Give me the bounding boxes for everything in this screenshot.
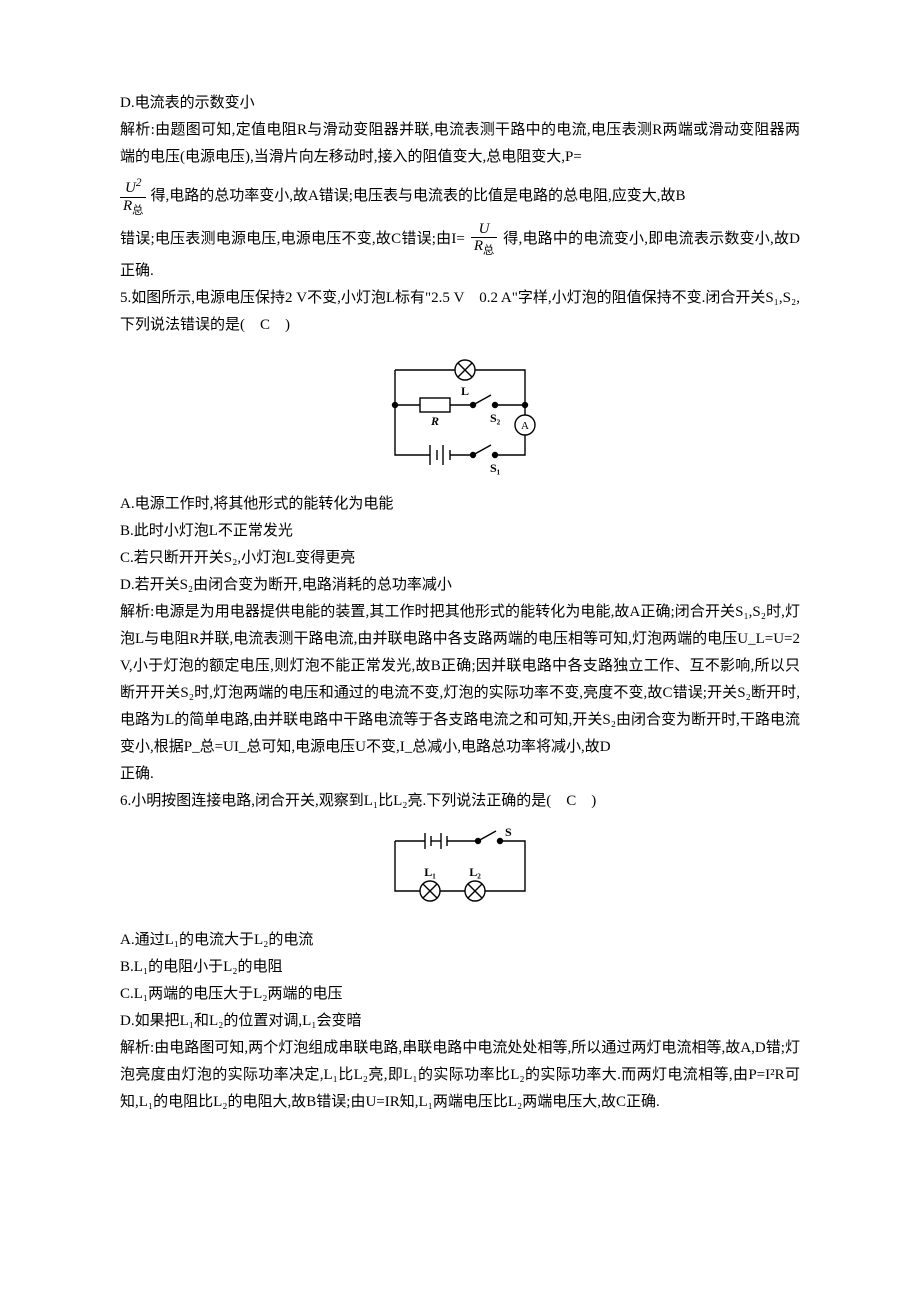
q6-circuit-diagram: S L₂ L₁ [120, 821, 800, 921]
label-R: R [430, 414, 439, 428]
q5-stem: 5.如图所示,电源电压保持2 V不变,小灯泡L标有"2.5 V 0.2 A"字样… [120, 285, 800, 339]
analysis-1-line1: 解析:由题图可知,定值电阻R与滑动变阻器并联,电流表测干路中的电流,电压表测R两… [120, 117, 800, 171]
formula1-den: R总 [123, 198, 143, 214]
q6-optC: C.L₁两端的电压大于L₂两端的电压 [120, 981, 800, 1008]
label-L: L [461, 384, 469, 398]
q5-analysis-end: 正确. [120, 761, 800, 788]
label-S1: S₁ [490, 461, 501, 475]
label-L1: L₁ [424, 865, 436, 879]
q5-optC: C.若只断开开关S₂,小灯泡L变得更亮 [120, 545, 800, 572]
analysis-1-line2-prefix: 错误;电压表测电源电压,电源电压不变,故C错误;由I= [120, 231, 465, 247]
q6-optB: B.L₁的电阻小于L₂的电阻 [120, 954, 800, 981]
q5-circuit-diagram: L R S₂ A S₁ [120, 345, 800, 485]
label-S: S [505, 825, 512, 839]
analysis-1-after-formula: 得,电路的总功率变小,故A错误;电压表与电流表的比值是电路的总电阻,应变大,故B [150, 183, 685, 210]
formula2-num: U [479, 221, 490, 237]
q6-optA: A.通过L₁的电流大于L₂的电流 [120, 927, 800, 954]
q6-optD: D.如果把L₁和L₂的位置对调,L₁会变暗 [120, 1008, 800, 1035]
formula2-den: R总 [474, 238, 494, 254]
formula-power: U2 R总 得,电路的总功率变小,故A错误;电压表与电流表的比值是电路的总电阻,… [120, 175, 800, 217]
q5-optB: B.此时小灯泡L不正常发光 [120, 518, 800, 545]
q5-analysis: 解析:电源是为用电器提供电能的装置,其工作时把其他形式的能转化为电能,故A正确;… [120, 599, 800, 761]
label-L2: L₂ [469, 865, 481, 879]
label-S2: S₂ [490, 411, 501, 425]
q6-analysis: 解析:由电路图可知,两个灯泡组成串联电路,串联电路中电流处处相等,所以通过两灯电… [120, 1035, 800, 1116]
q6-stem: 6.小明按图连接电路,闭合开关,观察到L₁比L₂亮.下列说法正确的是( C ) [120, 788, 800, 815]
analysis-1-line2: 错误;电压表测电源电压,电源电压不变,故C错误;由I= U R总 得,电路中的电… [120, 221, 800, 285]
q5-optA: A.电源工作时,将其他形式的能转化为电能 [120, 491, 800, 518]
label-A: A [521, 420, 529, 432]
formula1-num: U2 [125, 180, 141, 196]
q5-optD: D.若开关S₂由闭合变为断开,电路消耗的总功率减小 [120, 572, 800, 599]
prev-option-d: D.电流表的示数变小 [120, 90, 800, 117]
